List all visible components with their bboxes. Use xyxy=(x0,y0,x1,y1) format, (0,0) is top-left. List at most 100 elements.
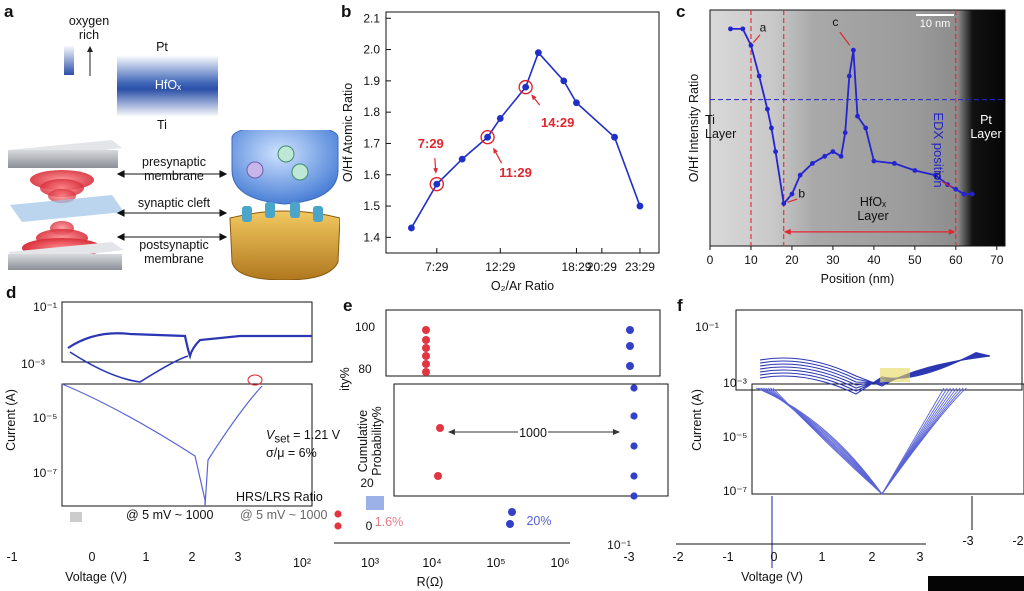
vset-sub: set xyxy=(274,433,290,446)
panel-e-label: e xyxy=(343,296,353,315)
b-ratio-label: 7:29 xyxy=(418,136,444,151)
d-xtick-4: 3 xyxy=(234,550,242,564)
panel-c-series: a b c d xyxy=(728,15,975,206)
gradient-caption-line1: oxygen xyxy=(68,14,110,28)
up-arrow-icon xyxy=(87,46,93,76)
e-lrs-point xyxy=(422,360,430,368)
c-data-point xyxy=(822,153,828,159)
d-iv-curve-top xyxy=(67,332,312,360)
presynaptic-line1: presynaptic xyxy=(142,155,206,169)
b-data-point xyxy=(611,133,618,141)
e-spread-arrowhead xyxy=(448,429,455,435)
vset-symbol: V xyxy=(266,428,275,442)
e-ylabel: Cumulative Probability% xyxy=(356,406,384,476)
c-data-point xyxy=(728,26,733,32)
ti-layer-line1: Ti xyxy=(705,113,715,127)
panel-f-label: f xyxy=(677,296,683,315)
b-ytick-label: 1.5 xyxy=(363,199,380,213)
panel-c-frame xyxy=(709,9,1006,247)
c-xtick-label: 30 xyxy=(826,253,840,267)
presynaptic-label: presynaptic membrane xyxy=(124,155,224,183)
b-data-point xyxy=(407,224,415,232)
f-iv-cycle-left xyxy=(772,387,883,495)
b-ratio-label: 11:29 xyxy=(499,165,532,180)
b-ytick-label: 1.6 xyxy=(363,168,380,182)
c-data-point xyxy=(912,168,918,173)
gradient-caption: oxygen rich xyxy=(56,14,122,42)
b-data-point xyxy=(522,83,530,91)
cleft-plane xyxy=(10,195,124,222)
b-data-point xyxy=(496,115,504,122)
c-data-point xyxy=(851,47,856,53)
c-xlabel: Position (nm) xyxy=(821,272,895,286)
b-ytick-label: 1.8 xyxy=(363,105,380,119)
panel-d-chart xyxy=(61,301,313,522)
c-data-point xyxy=(769,125,774,131)
b-xtick-label: 12:29 xyxy=(485,260,515,274)
f-iv-cycle-left xyxy=(758,387,883,495)
ratio-text-2: @ 5 mV ~ 1000 xyxy=(126,508,214,522)
e-hrs-point xyxy=(630,384,638,392)
e-xtick-0: 10² xyxy=(292,556,312,570)
f-iv-cycle-left xyxy=(765,387,883,495)
postsynaptic-terminal xyxy=(229,202,340,280)
f-iv-cycle-top xyxy=(759,355,991,384)
f-iv-cycle-left xyxy=(770,387,883,495)
b-ytick-label: 1.4 xyxy=(363,230,380,244)
e-hrs-point xyxy=(626,362,634,370)
f-xtick-5: 2 xyxy=(868,550,876,564)
c-span-arrowhead xyxy=(948,228,956,235)
c-point-label: b xyxy=(798,187,805,201)
b-ratio-label: 14:29 xyxy=(541,115,574,130)
c-data-point xyxy=(830,149,836,155)
e-hrs-point xyxy=(630,442,638,450)
panel-c-axes: 0 10 20 30 40 50 60 70 Position (nm) O/Hf Intensi… xyxy=(687,9,1006,286)
stack-top-label: Pt xyxy=(156,40,168,54)
e-xtick-2: 10⁴ xyxy=(422,556,442,570)
panel-b-label: b xyxy=(341,2,352,21)
stack-bottom-label: Ti xyxy=(157,118,167,132)
hfox-layer-label: HfOₓ Layer xyxy=(846,195,900,223)
b-xlabel: O₂/Ar Ratio xyxy=(491,279,554,292)
c-span-arrowhead xyxy=(783,228,791,235)
c-point-arrow xyxy=(942,181,953,188)
e-lrs-point xyxy=(422,326,430,334)
panel-c-label: c xyxy=(676,2,686,21)
f-frame-mid xyxy=(751,383,1024,495)
e-lrs-point xyxy=(436,424,444,432)
e-ytick-1: 80 xyxy=(358,362,372,376)
b-data-point xyxy=(560,77,568,85)
e-xlabel: R(Ω) xyxy=(416,575,444,589)
d-ytick-2: 10⁻⁵ xyxy=(32,411,58,425)
e-ytick-0: 100 xyxy=(354,320,376,334)
c-data-point xyxy=(969,191,975,197)
b-series-line xyxy=(410,51,641,229)
pt-layer-line1: Pt xyxy=(980,113,992,127)
panel-b-axes: 1.4 1.5 1.6 1.7 1.8 1.9 2.0 2.1 7:29 12:29 18:2920… xyxy=(341,11,660,292)
postsynaptic-label: postsynaptic membrane xyxy=(124,238,224,266)
d-xtick-1: 0 xyxy=(88,550,96,564)
b-xtick-label: 7:29 xyxy=(425,260,449,274)
c-xtick-label: 60 xyxy=(949,253,963,267)
f-iv-cycle-left xyxy=(762,387,883,495)
vset-text: Vset = 1.21 V xyxy=(266,428,376,447)
e-hrs-point xyxy=(630,412,638,420)
panel-b-series xyxy=(407,49,644,232)
b-data-point xyxy=(458,155,466,163)
edx-position-label: EDX position xyxy=(931,112,946,188)
e-frame-mid xyxy=(393,383,669,497)
e-hrs-point xyxy=(506,520,514,528)
b-xtick-label: 18:29 xyxy=(561,260,591,274)
b-xtick-label: 20:29 xyxy=(587,260,617,274)
c-data-point xyxy=(846,73,852,79)
b-label-arrowhead xyxy=(433,168,438,174)
f-xtick-0: -3 xyxy=(623,550,635,564)
ratio-text-3: @ 5 mV ~ 1000 xyxy=(240,508,328,522)
d-frame-mid xyxy=(61,383,313,507)
f-ylabel: Current (A) xyxy=(690,389,704,451)
e-ytick-5: 0 xyxy=(365,519,373,533)
e-lrs-point xyxy=(334,522,342,530)
vset-value: = 1.21 V xyxy=(289,428,341,442)
d-ylabel: Current (A) xyxy=(4,389,18,451)
c-data-point xyxy=(855,113,860,119)
